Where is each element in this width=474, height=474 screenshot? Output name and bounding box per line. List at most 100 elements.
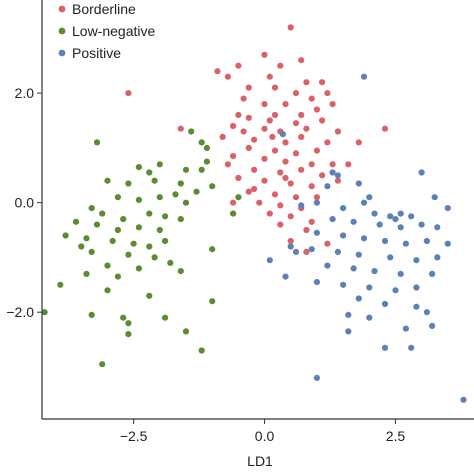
data-point-borderline [256,199,263,206]
data-point-borderline [324,139,331,146]
data-point-low-negative [109,237,116,245]
data-point-positive [429,322,436,329]
data-point-borderline [334,128,341,135]
data-point-borderline [269,133,276,140]
data-point-borderline [251,166,258,173]
legend-label-borderline: Borderline [72,1,136,17]
data-point-positive [324,262,331,269]
data-point-borderline [219,133,226,140]
y-tick-label: −2.0 [6,304,34,320]
data-point-borderline [277,221,284,228]
data-point-positive [413,284,420,291]
data-point-positive [355,295,362,302]
data-point-borderline [329,101,336,108]
data-point-low-negative [114,194,121,201]
data-point-low-negative [172,191,179,198]
data-point-low-negative [209,298,216,305]
data-point-positive [334,248,341,255]
data-point-borderline [261,177,268,184]
x-axis-ticks: −2.5 0.0 2.5 [120,419,405,444]
data-point-borderline [298,57,305,64]
data-point-low-negative [177,268,184,275]
data-point-low-negative [198,139,205,146]
data-point-low-negative [182,199,190,206]
data-point-positive [413,303,420,310]
data-point-low-negative [162,237,169,245]
data-point-positive [397,210,404,217]
data-point-positive [387,254,394,261]
data-point-borderline [251,136,258,143]
data-point-positive [355,180,362,187]
data-point-low-negative [93,221,101,228]
data-point-borderline [287,213,294,220]
x-tick-label: 0.0 [255,428,275,444]
data-point-borderline [261,101,268,108]
data-point-positive [408,344,415,351]
data-point-low-negative [135,224,142,231]
data-point-positive [387,213,394,220]
data-point-borderline [287,180,294,187]
data-point-borderline [245,114,252,121]
data-point-positive [313,199,320,206]
data-point-positive [350,265,357,272]
data-point-low-negative [146,169,153,176]
data-point-positive [366,314,373,321]
data-point-low-negative [41,309,48,316]
data-point-positive [444,240,451,247]
data-point-low-negative [203,144,210,151]
data-point-borderline [277,169,284,176]
data-point-positive [381,237,389,245]
data-point-positive [397,224,404,231]
data-point-positive [434,254,441,261]
data-point-low-negative [88,311,95,318]
legend-label-low-negative: Low-negative [72,23,155,39]
data-point-borderline [282,139,289,146]
data-point-low-negative [193,188,200,195]
data-point-positive [287,243,294,250]
series-positive [266,73,467,403]
data-point-borderline [261,155,268,162]
data-point-borderline [298,133,305,140]
data-point-positive [429,270,436,277]
x-tick-label: −2.5 [120,428,148,444]
data-point-borderline [177,125,184,132]
data-point-positive [402,240,409,247]
legend-marker-positive [58,49,66,57]
data-point-low-negative [135,196,142,203]
y-tick-label: 0.0 [15,195,35,211]
data-point-low-negative [209,246,216,253]
data-point-positive [350,218,357,225]
data-point-borderline [355,139,362,146]
data-point-borderline [345,161,352,168]
data-point-low-negative [156,226,163,234]
plot-area [41,24,467,403]
data-point-low-negative [104,287,111,294]
data-point-borderline [319,79,326,86]
data-point-positive [376,221,383,228]
data-point-borderline [271,111,279,119]
data-point-borderline [277,202,284,209]
data-point-borderline [266,117,273,124]
legend-item-low-negative: Low-negative [58,23,155,39]
data-point-positive [371,268,378,275]
data-point-borderline [266,73,273,80]
data-point-borderline [230,199,237,206]
data-point-borderline [324,240,331,247]
data-point-borderline [214,68,221,75]
data-point-low-negative [146,292,153,299]
data-point-borderline [266,210,273,217]
data-point-low-negative [188,128,195,135]
data-point-low-negative [99,210,106,217]
data-point-low-negative [125,331,132,338]
data-point-low-negative [146,243,153,250]
data-point-low-negative [125,251,132,258]
data-point-borderline [261,51,268,58]
data-point-borderline [235,111,242,119]
data-point-low-negative [182,166,190,173]
data-point-low-negative [104,177,111,184]
data-point-low-negative [62,232,69,239]
data-point-borderline [292,90,300,97]
legend-item-positive: Positive [58,45,121,61]
data-point-borderline [282,158,289,165]
data-point-positive [279,131,286,138]
